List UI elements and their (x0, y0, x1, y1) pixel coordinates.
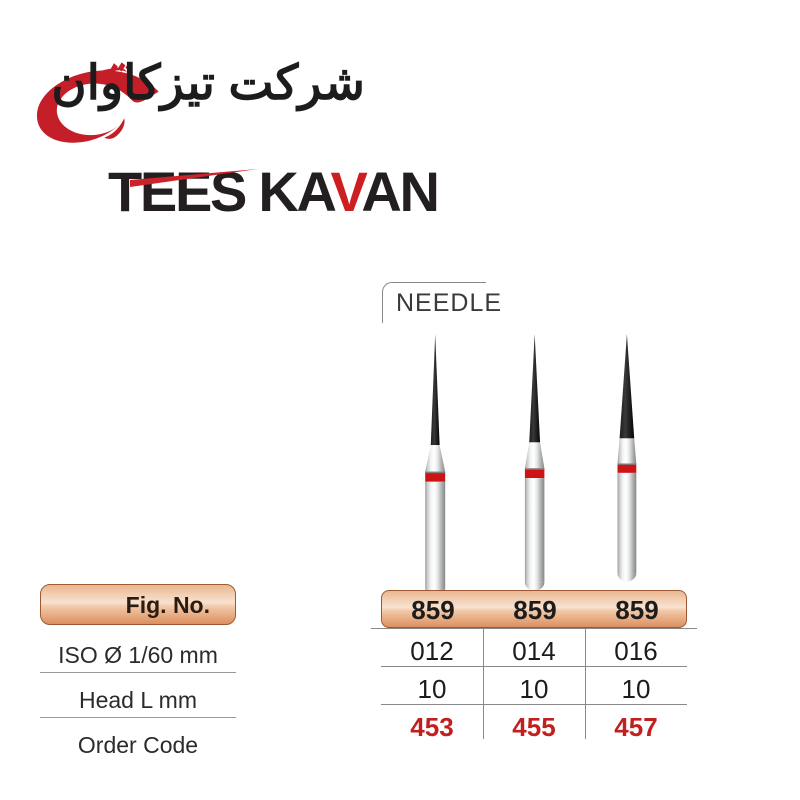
svg-text:TEES KAVAN: TEES KAVAN (108, 160, 438, 223)
